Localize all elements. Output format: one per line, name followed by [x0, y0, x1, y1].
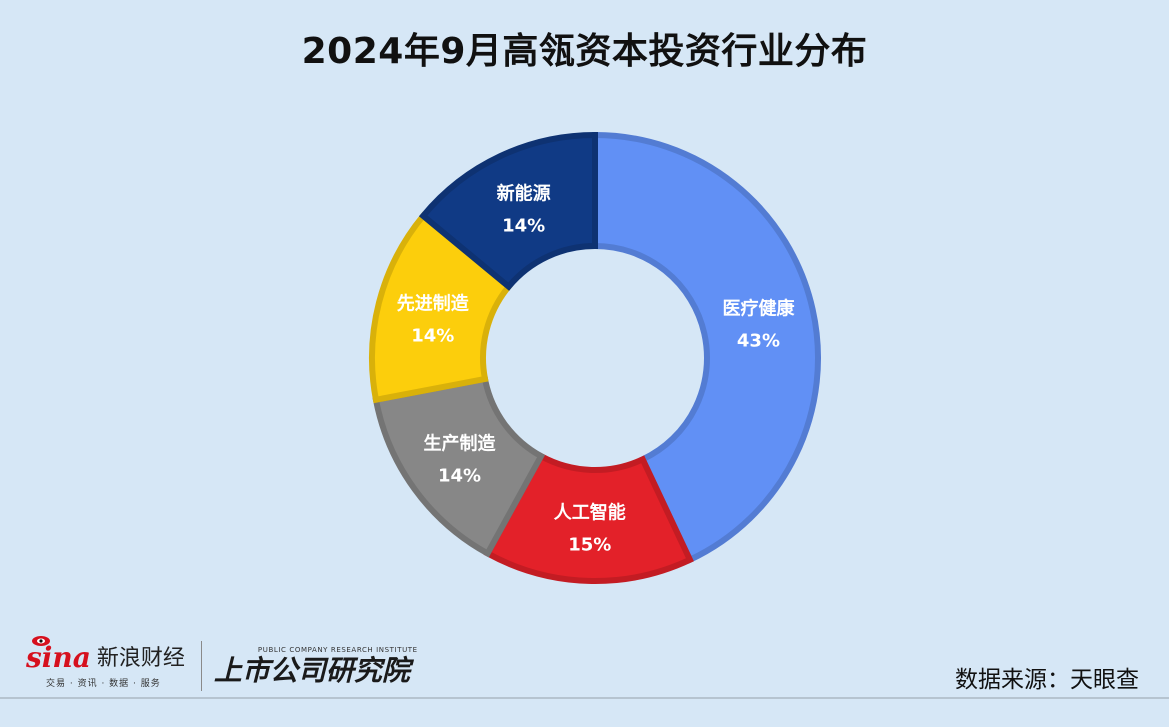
slice-category-label: 生产制造 — [423, 432, 495, 454]
sina-wordmark: sina — [26, 635, 91, 674]
donut-slice — [418, 131, 598, 291]
slice-percent-label: 43% — [737, 330, 780, 351]
slice-percent-label: 14% — [438, 465, 481, 486]
slice-category-label: 新能源 — [497, 182, 551, 204]
footer-logos: sina 新浪财经 交易 · 资讯 · 数据 · 服务 PUBLIC COMPA… — [26, 635, 418, 694]
sina-finance-tagline: 交易 · 资讯 · 数据 · 服务 — [46, 678, 161, 689]
sina-finance-logo: sina 新浪财经 交易 · 资讯 · 数据 · 服务 — [26, 635, 185, 692]
chart-title: 2024年9月高瓴资本投资行业分布 — [301, 31, 868, 72]
sina-eye-icon — [32, 635, 50, 646]
donut-slice — [592, 131, 821, 564]
data-source: 数据来源：天眼查 — [955, 667, 1139, 693]
footer-divider — [200, 641, 202, 691]
slice-category-label: 医疗健康 — [722, 297, 795, 319]
donut-slices — [369, 131, 821, 584]
slice-category-label: 先进制造 — [397, 292, 469, 314]
slice-percent-label: 14% — [411, 325, 454, 346]
slice-category-label: 人工智能 — [554, 501, 626, 523]
slice-percent-label: 15% — [568, 534, 611, 555]
institute-english-name: PUBLIC COMPANY RESEARCH INSTITUTE — [257, 646, 418, 654]
sina-finance-name: 新浪财经 — [96, 645, 185, 671]
sina-wordmark-text: sina — [26, 640, 91, 674]
slice-percent-label: 14% — [502, 215, 545, 236]
donut-labels: 医疗健康 43% 人工智能 15% 生产制造 14% 先进制造 14% 新能源 14% — [397, 182, 796, 555]
institute-chinese-name: 上市公司研究院 — [213, 654, 410, 687]
donut-slice — [483, 452, 694, 584]
research-institute-logo: PUBLIC COMPANY RESEARCH INSTITUTE 上市公司研究… — [214, 640, 418, 692]
bottom-divider — [0, 697, 1169, 699]
